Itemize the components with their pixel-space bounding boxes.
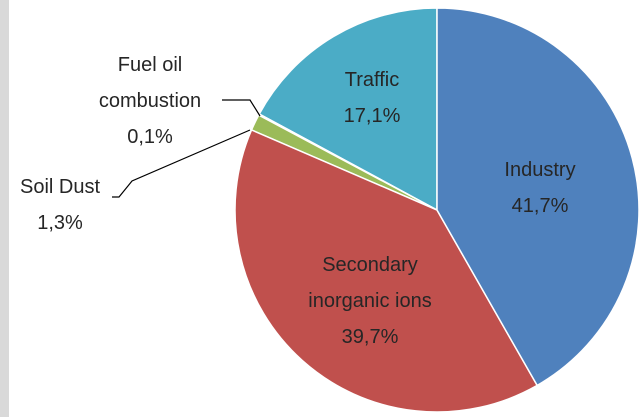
leader-line	[222, 99, 261, 117]
pie-slice	[258, 7, 438, 212]
pie-slice	[234, 129, 539, 413]
category-name: Soil Dust	[19, 176, 101, 198]
category-name: Traffic	[344, 69, 400, 91]
value-label: 17,1%	[343, 105, 401, 127]
category-name: Secondary inorganic ions	[308, 254, 432, 312]
slice-label: Secondary inorganic ions 39,7%	[305, 247, 435, 355]
pie-slice	[436, 7, 640, 387]
slice-label: Traffic 17,1%	[312, 62, 432, 134]
slice-label: Soil Dust 1,3%	[0, 169, 120, 241]
slice-label: Industry 41,7%	[465, 152, 615, 224]
leader-line	[112, 129, 251, 198]
slice-label: Fuel oil combustion 0,1%	[70, 47, 230, 155]
category-name: Fuel oil combustion	[98, 54, 202, 112]
side-strip	[0, 0, 9, 417]
value-label: 1,3%	[37, 212, 83, 234]
value-label: 41,7%	[511, 195, 569, 217]
category-name: Industry	[504, 159, 576, 181]
value-label: 39,7%	[341, 326, 399, 348]
value-label: 0,1%	[127, 126, 173, 148]
